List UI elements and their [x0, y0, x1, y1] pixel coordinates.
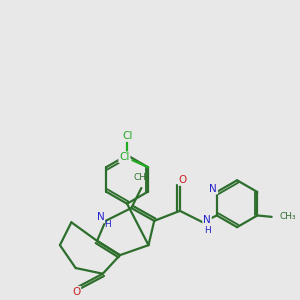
- Text: H: H: [205, 226, 211, 235]
- Text: N: N: [97, 212, 104, 222]
- Text: Cl: Cl: [119, 152, 130, 162]
- Text: Cl: Cl: [122, 131, 132, 141]
- Text: O: O: [179, 175, 187, 185]
- Text: H: H: [104, 220, 110, 229]
- Text: N: N: [203, 215, 211, 225]
- Text: CH₃: CH₃: [133, 173, 150, 182]
- Text: O: O: [72, 287, 80, 297]
- Text: CH₃: CH₃: [280, 212, 296, 221]
- Text: N: N: [209, 184, 217, 194]
